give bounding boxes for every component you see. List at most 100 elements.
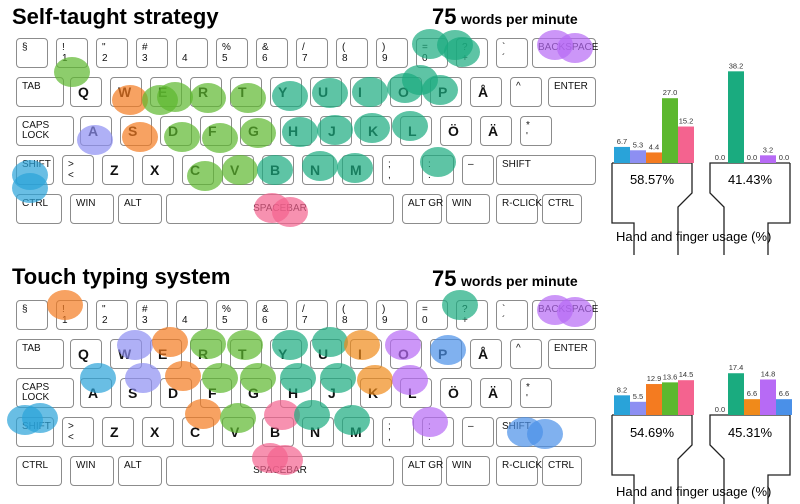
key-9[interactable]: ) 9: [376, 38, 408, 68]
bar-label-left-middle: 4.4: [649, 142, 659, 151]
key-shift[interactable]: SHIFT: [496, 155, 596, 185]
key-caps-lock[interactable]: CAPS LOCK: [16, 116, 74, 146]
key-tab[interactable]: TAB: [16, 339, 64, 369]
key-alt-gr[interactable]: ALT GR: [402, 456, 443, 486]
key-2[interactable]: " 2: [96, 38, 128, 68]
key-x[interactable]: X: [142, 155, 174, 185]
key-z[interactable]: Z: [102, 417, 134, 447]
key-symbol[interactable]: ^: [510, 77, 542, 107]
key-alt[interactable]: ALT: [118, 456, 162, 486]
key-sublabel: 3: [142, 53, 148, 64]
key-sublabel: ,: [388, 170, 391, 181]
key-symbol[interactable]: Ö: [440, 116, 472, 146]
key-symbol[interactable]: ^: [510, 339, 542, 369]
key-2[interactable]: " 2: [96, 300, 128, 330]
key-3[interactable]: #3: [136, 300, 168, 330]
key-4[interactable]: 4: [176, 38, 208, 68]
key-4[interactable]: 4: [176, 300, 208, 330]
key-label: TAB: [22, 343, 41, 354]
key-symbol[interactable]: * ': [520, 378, 552, 408]
key-symbol[interactable]: Ä: [480, 378, 512, 408]
key-label: ENTER: [554, 81, 588, 92]
key-ctrl[interactable]: CTRL: [542, 194, 582, 224]
key-label: Z: [110, 424, 119, 440]
key-symbol[interactable]: –: [462, 155, 494, 185]
panel1-right-hand-pct: 41.43%: [727, 172, 773, 187]
key-symbol[interactable]: ;,: [382, 155, 414, 185]
panel1-caption: Hand and finger usage (%): [616, 229, 772, 244]
key-label: ENTER: [554, 343, 588, 354]
key-sublabel: 4: [182, 315, 188, 326]
key-label: F: [208, 385, 217, 401]
key-sublabel: ': [526, 393, 528, 404]
key-6[interactable]: & 6: [256, 38, 288, 68]
key-win[interactable]: WIN: [446, 456, 490, 486]
key-8[interactable]: (8: [336, 38, 368, 68]
key-symbol[interactable]: §: [16, 300, 48, 330]
key-label: §: [22, 304, 28, 315]
key-6[interactable]: & 6: [256, 300, 288, 330]
key-5[interactable]: % 5: [216, 300, 248, 330]
key-label: WIN: [76, 198, 96, 209]
key-label: ALT: [124, 460, 142, 471]
key-symbol[interactable]: ` ´: [496, 38, 528, 68]
bar-label-right-thumb: 0.0: [715, 405, 725, 414]
key-sublabel: 6: [262, 315, 268, 326]
key-sublabel: <: [68, 432, 74, 443]
key-z[interactable]: Z: [102, 155, 134, 185]
key-symbol[interactable]: Å: [470, 339, 502, 369]
key-alt[interactable]: ALT: [118, 194, 162, 224]
key-label: J: [328, 385, 336, 401]
key-7[interactable]: /7: [296, 300, 328, 330]
key-symbol[interactable]: Ö: [440, 378, 472, 408]
key-alt-gr[interactable]: ALT GR: [402, 194, 443, 224]
panel1-wpm-value: 75: [432, 4, 457, 29]
key-win[interactable]: WIN: [70, 456, 114, 486]
key-r-click[interactable]: R-CLICK: [496, 194, 542, 224]
bar-label-left-middle: 12.9: [647, 374, 662, 383]
key-5[interactable]: % 5: [216, 38, 248, 68]
key-label: Ä: [488, 123, 499, 139]
bar-label-right-pinky: 6.6: [779, 389, 789, 398]
key-label: H: [288, 385, 299, 401]
key-9[interactable]: ) 9: [376, 300, 408, 330]
key-symbol[interactable]: Å: [470, 77, 502, 107]
bar-left-pinky: [614, 395, 630, 415]
key-label: CAPS: [22, 382, 50, 393]
key-label: R-CLICK: [502, 460, 543, 471]
key-8[interactable]: (8: [336, 300, 368, 330]
key-3[interactable]: #3: [136, 38, 168, 68]
key-symbol[interactable]: Ä: [480, 116, 512, 146]
key-symbol[interactable]: > <: [62, 417, 94, 447]
key-label: CTRL: [22, 460, 49, 471]
panel1-title: Self-taught strategy: [12, 4, 219, 29]
key-label: !: [62, 42, 65, 53]
key-x[interactable]: X: [142, 417, 174, 447]
key-label: ^: [516, 343, 521, 354]
key-sublabel: ': [526, 131, 528, 142]
key-label: /: [302, 304, 305, 315]
key-sublabel: +: [462, 315, 468, 326]
key-symbol[interactable]: ` ´: [496, 300, 528, 330]
key-label: (: [342, 304, 346, 315]
key-enter[interactable]: ENTER: [548, 339, 596, 369]
key-symbol[interactable]: * ': [520, 116, 552, 146]
key-label: ": [102, 42, 106, 53]
key-sublabel: 7: [302, 315, 308, 326]
key-win[interactable]: WIN: [70, 194, 114, 224]
key-win[interactable]: WIN: [446, 194, 490, 224]
key-ctrl[interactable]: CTRL: [542, 456, 582, 486]
bar-label-right-index: 17.4: [729, 363, 744, 372]
key-enter[interactable]: ENTER: [548, 77, 596, 107]
key-label: ;: [388, 159, 391, 170]
key-symbol[interactable]: –: [462, 417, 494, 447]
key-7[interactable]: /7: [296, 38, 328, 68]
key-label: Z: [110, 162, 119, 178]
key-ctrl[interactable]: CTRL: [16, 456, 62, 486]
key-symbol[interactable]: > <: [62, 155, 94, 185]
key-r-click[interactable]: R-CLICK: [496, 456, 542, 486]
key-label: CTRL: [548, 198, 575, 209]
key-label: G: [248, 385, 259, 401]
key-sublabel: 5: [222, 315, 228, 326]
key-symbol[interactable]: §: [16, 38, 48, 68]
